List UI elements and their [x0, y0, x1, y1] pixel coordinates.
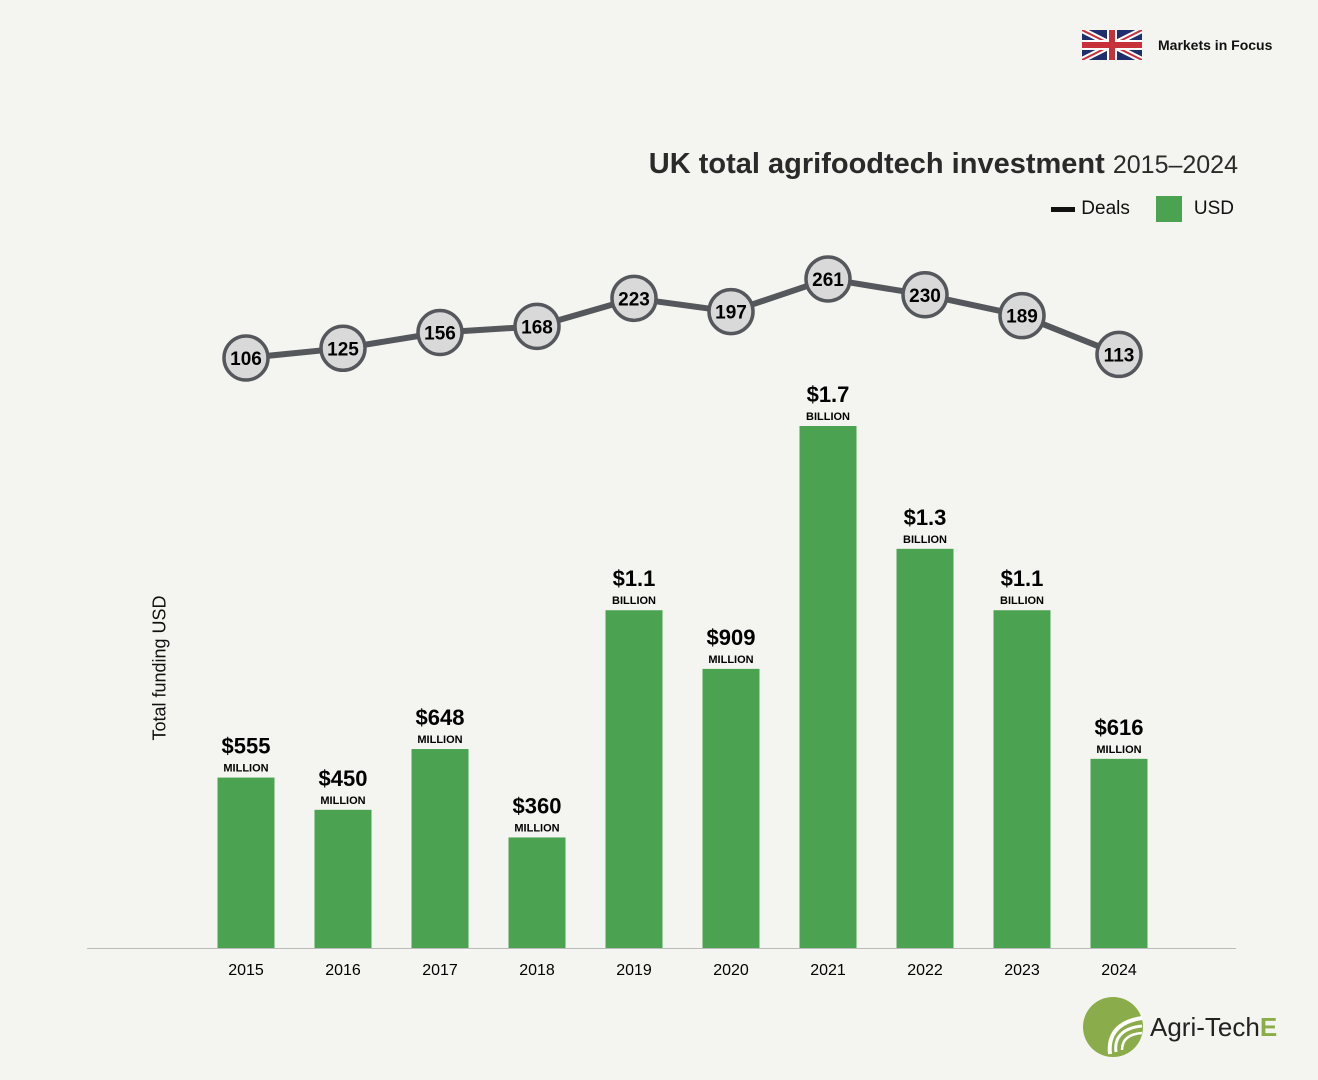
bar-unit-label: MILLION [708, 654, 753, 666]
x-tick-label: 2023 [1004, 962, 1040, 979]
x-tick-label: 2019 [616, 962, 652, 979]
bar-2020 [702, 668, 760, 948]
bar-2018 [508, 837, 566, 948]
bar-2023 [993, 610, 1051, 948]
deals-marker-2020 [707, 287, 755, 336]
legend-deals-label: Deals [1081, 198, 1130, 219]
x-tick-label: 2015 [228, 962, 264, 979]
agritech-leaf-icon [1083, 997, 1143, 1057]
deals-marker-2018 [513, 302, 561, 351]
deals-line [245, 275, 1121, 361]
bar-value-label: $909 [707, 625, 756, 650]
deals-marker-2015 [222, 334, 270, 382]
chart-title-main: UK total agrifoodtech investment [648, 148, 1105, 180]
uk-flag-icon [1082, 30, 1142, 60]
deals-value-label: 106 [230, 349, 262, 370]
bar-2022 [896, 548, 954, 948]
bar-unit-label: MILLION [1096, 744, 1141, 756]
deals-value-label: 189 [1006, 307, 1038, 328]
legend-usd-label: USD [1193, 198, 1234, 219]
legend: Deals USD [1051, 196, 1234, 222]
bar-value-label: $360 [513, 793, 562, 818]
bar-unit-label: BILLION [903, 534, 947, 546]
bar-value-label: $648 [416, 705, 465, 730]
logo-text-accent: E [1259, 1011, 1278, 1042]
agritech-logo: Agri-TechE [1082, 996, 1277, 1058]
bar-value-label: $450 [319, 766, 368, 791]
deals-marker-2022 [901, 271, 949, 319]
deals-value-label: 223 [618, 289, 650, 310]
bar-2015 [217, 777, 275, 948]
x-tick-label: 2021 [810, 962, 846, 979]
bar-value-label: $1.7 [807, 382, 850, 407]
brand-header: Markets in Focus [1082, 30, 1272, 60]
logo-text-main: Agri-Tech [1150, 1011, 1260, 1042]
x-tick-label: 2022 [907, 962, 943, 979]
x-tick-label: 2016 [325, 962, 361, 979]
bar-2021 [799, 426, 857, 948]
deals-marker-2016 [319, 324, 367, 373]
bar-value-label: $555 [222, 734, 271, 759]
bar-2024 [1090, 758, 1148, 948]
bar-2016 [314, 809, 372, 948]
agritech-wordmark: Agri-TechE [1150, 1012, 1277, 1043]
bar-unit-label: MILLION [320, 795, 365, 807]
deals-value-label: 230 [909, 286, 941, 307]
chart-title: UK total agrifoodtech investment 2015–20… [649, 148, 1238, 181]
bar-unit-label: MILLION [223, 763, 268, 775]
deals-value-label: 113 [1104, 345, 1135, 366]
deals-marker-2023 [998, 291, 1046, 340]
x-tick-label: 2017 [422, 962, 458, 979]
bar-unit-label: MILLION [514, 822, 559, 834]
deals-marker-2017 [416, 308, 464, 357]
deals-value-label: 197 [715, 303, 747, 324]
bar-unit-label: BILLION [1000, 595, 1044, 607]
deals-value-label: 261 [812, 270, 844, 291]
bar-2019 [605, 610, 663, 948]
bar-2017 [411, 749, 469, 948]
bar-unit-label: MILLION [417, 734, 462, 746]
deals-marker-2019 [610, 274, 658, 323]
deals-marker-2024 [1095, 330, 1143, 379]
x-tick-label: 2018 [519, 962, 555, 979]
x-tick-label: 2024 [1101, 962, 1137, 979]
bar-value-label: $1.3 [904, 505, 947, 530]
bar-value-label: $616 [1095, 715, 1144, 740]
chart-subtitle: 2015–2024 [1112, 151, 1238, 179]
legend-deals-swatch [1051, 206, 1076, 212]
bar-unit-label: BILLION [806, 411, 850, 423]
x-tick-label: 2020 [713, 962, 749, 979]
deals-value-label: 168 [521, 317, 553, 338]
bar-unit-label: BILLION [612, 595, 656, 607]
deals-value-label: 125 [327, 339, 359, 360]
bar-value-label: $1.1 [1001, 566, 1044, 591]
deals-marker-2021 [804, 255, 852, 303]
deals-value-label: 156 [424, 324, 456, 345]
brand-label: Markets in Focus [1158, 37, 1273, 53]
legend-usd-swatch [1155, 196, 1182, 222]
bar-value-label: $1.1 [613, 566, 656, 591]
